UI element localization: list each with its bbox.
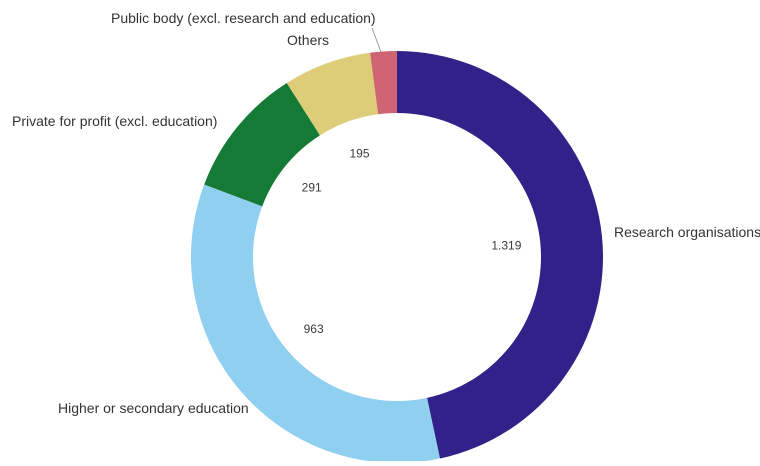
category-label-higher-or-secondary-education: Higher or secondary education	[58, 400, 249, 416]
category-label-private-for-profit-excl-education: Private for profit (excl. education)	[12, 113, 217, 129]
category-labels: Research organisations Higher or secondar…	[12, 10, 760, 416]
value-label-research-organisations: 1.319	[491, 238, 521, 252]
slice-research-organisations[interactable]	[397, 51, 604, 459]
value-label-higher-or-secondary-education: 963	[304, 322, 324, 336]
value-label-private-for-profit-excl-education: 291	[302, 181, 322, 195]
slice-others[interactable]	[286, 52, 379, 136]
donut-slices	[190, 51, 604, 464]
leader-line-public-body	[371, 27, 382, 53]
leader-lines	[371, 27, 382, 53]
slice-public-body-excl-research-and-education[interactable]	[370, 51, 397, 115]
category-label-research-organisations: Research organisations	[614, 224, 760, 240]
slice-private-for-profit-excl-education[interactable]	[204, 82, 320, 207]
slice-higher-or-secondary-education[interactable]	[190, 184, 440, 464]
value-label-others: 195	[349, 147, 369, 161]
category-label-public-body-excl-research-and-education: Public body (excl. research and educatio…	[111, 10, 376, 26]
category-label-others: Others	[287, 32, 329, 48]
value-labels: 1.319 963 291 195	[302, 147, 522, 336]
